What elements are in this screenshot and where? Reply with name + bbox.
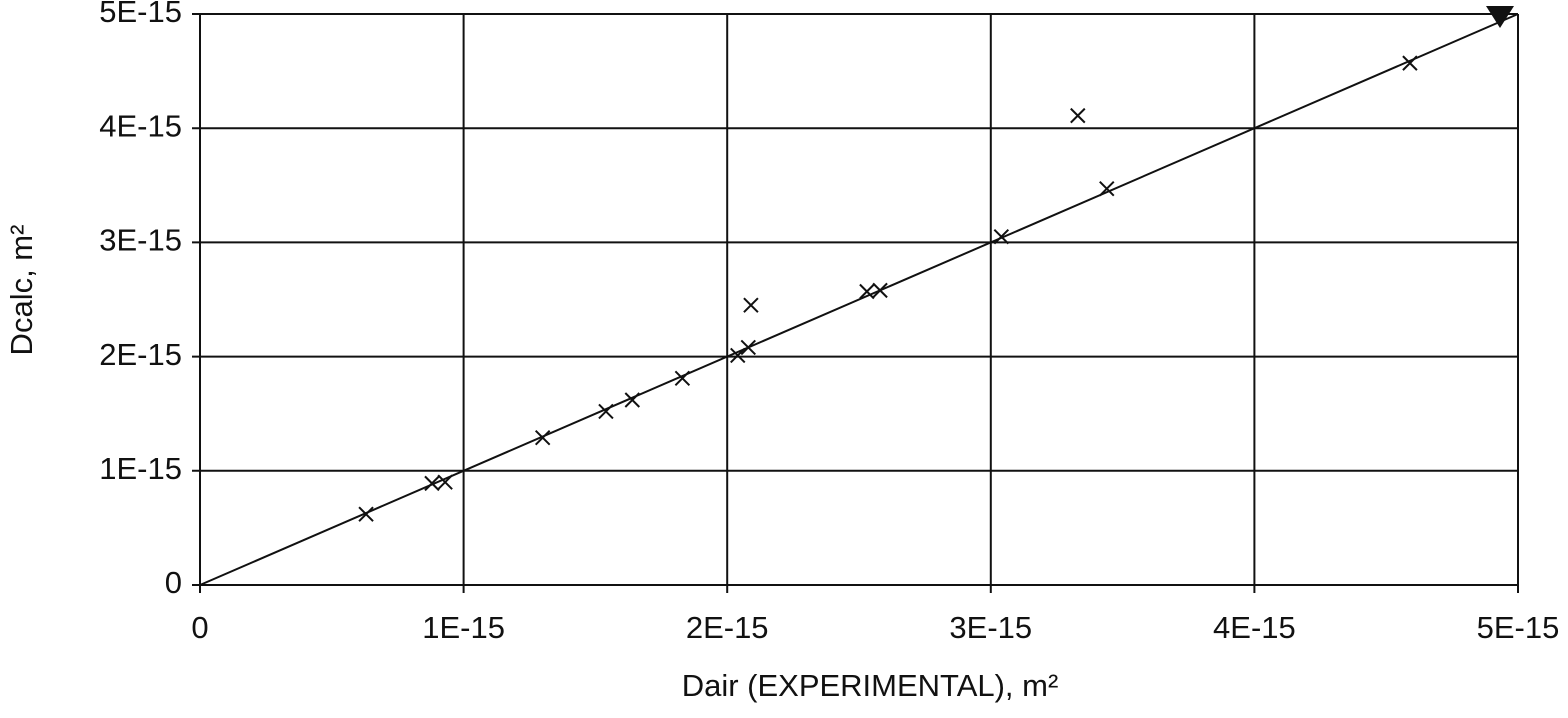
x-axis-title: Dair (EXPERIMENTAL), m²	[682, 668, 1059, 703]
scatter-point	[358, 506, 374, 522]
y-tick-label: 3E-15	[99, 223, 182, 258]
x-tick-label: 4E-15	[1213, 610, 1296, 645]
y-tick-label: 0	[165, 565, 182, 600]
y-tick-label: 4E-15	[99, 108, 182, 143]
x-tick-label: 3E-15	[949, 610, 1032, 645]
x-tick-label: 0	[191, 610, 208, 645]
line-end-marker	[1486, 6, 1514, 28]
y-tick-label: 5E-15	[99, 0, 182, 29]
reference-line	[199, 13, 1519, 586]
scatter-point	[534, 429, 551, 446]
scatter-point	[993, 228, 1010, 245]
x-tick-label: 2E-15	[686, 610, 769, 645]
scatter-point	[743, 297, 759, 313]
x-tick-label: 5E-15	[1477, 610, 1560, 645]
scatter-point	[424, 475, 440, 492]
scatter-point	[1070, 107, 1086, 124]
y-tick-label: 1E-15	[99, 451, 182, 486]
x-tick-label: 1E-15	[422, 610, 505, 645]
y-axis-title: Dcalc, m²	[4, 225, 39, 356]
scatter-point	[859, 283, 875, 300]
y-tick-label: 2E-15	[99, 337, 182, 372]
